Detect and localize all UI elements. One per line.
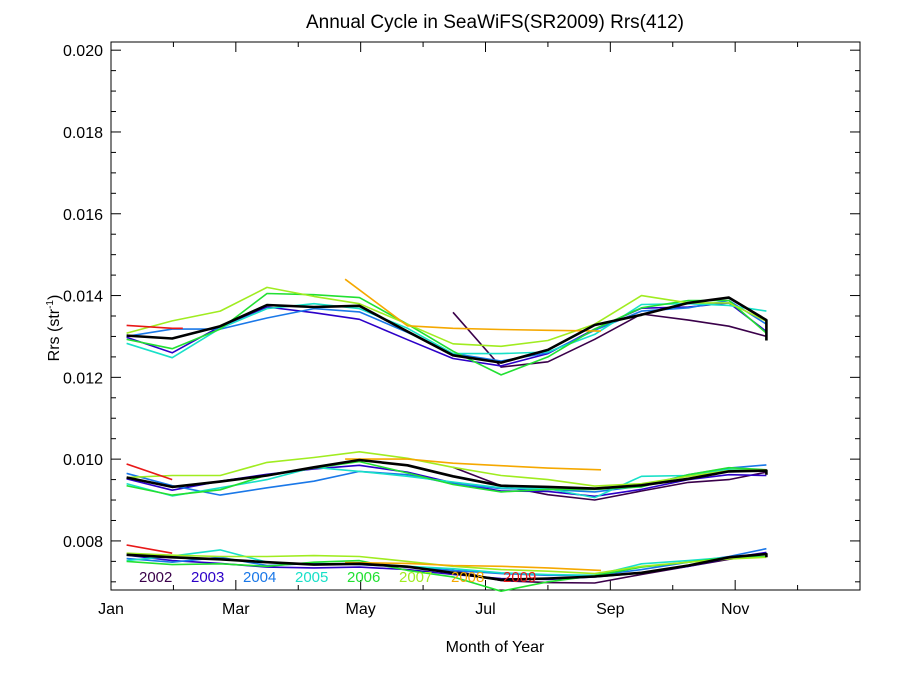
series-2005 xyxy=(126,302,767,577)
x-axis: Jan Mar May Jul Sep Nov xyxy=(98,42,861,618)
series-2008 xyxy=(344,278,602,572)
series-mean-line-2 xyxy=(126,458,768,490)
series-mean-line-1 xyxy=(126,296,768,364)
series-2002-line-1 xyxy=(452,311,767,368)
x-tick-label: Nov xyxy=(721,601,749,618)
y-axis: 0.008 0.010 0.012 0.014 0.016 0.018 0.020 xyxy=(63,43,860,583)
series-2007-line-2 xyxy=(126,451,767,487)
legend-item-2006: 2006 xyxy=(347,569,380,586)
legend-item-2009: 2009 xyxy=(503,569,536,586)
series-2005-line-1 xyxy=(126,302,767,359)
chart-title: Annual Cycle in SeaWiFS(SR2009) Rrs(412) xyxy=(306,12,684,33)
y-tick-label: 0.014 xyxy=(63,289,103,306)
series-2006 xyxy=(126,292,767,592)
y-tick-label: 0.012 xyxy=(63,370,103,387)
series-2007-line-1 xyxy=(126,286,767,348)
series-2009-line-3 xyxy=(126,544,173,554)
legend-item-2004: 2004 xyxy=(243,569,276,586)
series-2009-line-1 xyxy=(126,324,183,330)
series-mean-line-3 xyxy=(126,552,768,582)
series-2008-line-2 xyxy=(345,458,602,471)
y-axis-label-end: ) xyxy=(46,295,63,300)
series-layer xyxy=(126,278,768,592)
x-tick-label: Sep xyxy=(596,601,625,618)
legend-item-2008: 2008 xyxy=(451,569,484,586)
legend-item-2003: 2003 xyxy=(191,569,224,586)
series-2007 xyxy=(126,286,767,575)
series-2008-line-3 xyxy=(345,561,602,572)
legend-item-2002: 2002 xyxy=(139,569,172,586)
y-tick-label: 0.010 xyxy=(63,452,103,469)
series-mean xyxy=(126,296,768,582)
series-2003-line-1 xyxy=(126,302,767,367)
x-tick-label: Mar xyxy=(222,601,250,618)
y-tick-label: 0.008 xyxy=(63,534,103,551)
legend: 2002 2003 2004 2005 2006 2007 2008 2009 xyxy=(139,569,536,586)
series-2006-line-1 xyxy=(126,292,767,376)
series-2009-line-2 xyxy=(126,463,173,481)
series-2003 xyxy=(126,302,767,581)
x-tick-label: May xyxy=(346,601,376,618)
series-2005-line-3 xyxy=(126,549,767,577)
x-axis-label: Month of Year xyxy=(446,639,545,656)
y-tick-label: 0.016 xyxy=(63,207,103,224)
x-tick-label: Jan xyxy=(98,601,124,618)
y-axis-label-main: Rrs (str xyxy=(46,308,63,361)
legend-item-2007: 2007 xyxy=(399,569,432,586)
series-2008-line-1 xyxy=(344,278,602,332)
y-tick-label: 0.018 xyxy=(63,125,103,142)
y-axis-label-sup: -1 xyxy=(45,300,56,309)
x-tick-label: Jul xyxy=(475,601,495,618)
series-2009 xyxy=(126,324,183,554)
y-tick-label: 0.020 xyxy=(63,43,103,60)
legend-item-2005: 2005 xyxy=(295,569,328,586)
y-axis-label: Rrs (str-1) xyxy=(45,295,63,362)
